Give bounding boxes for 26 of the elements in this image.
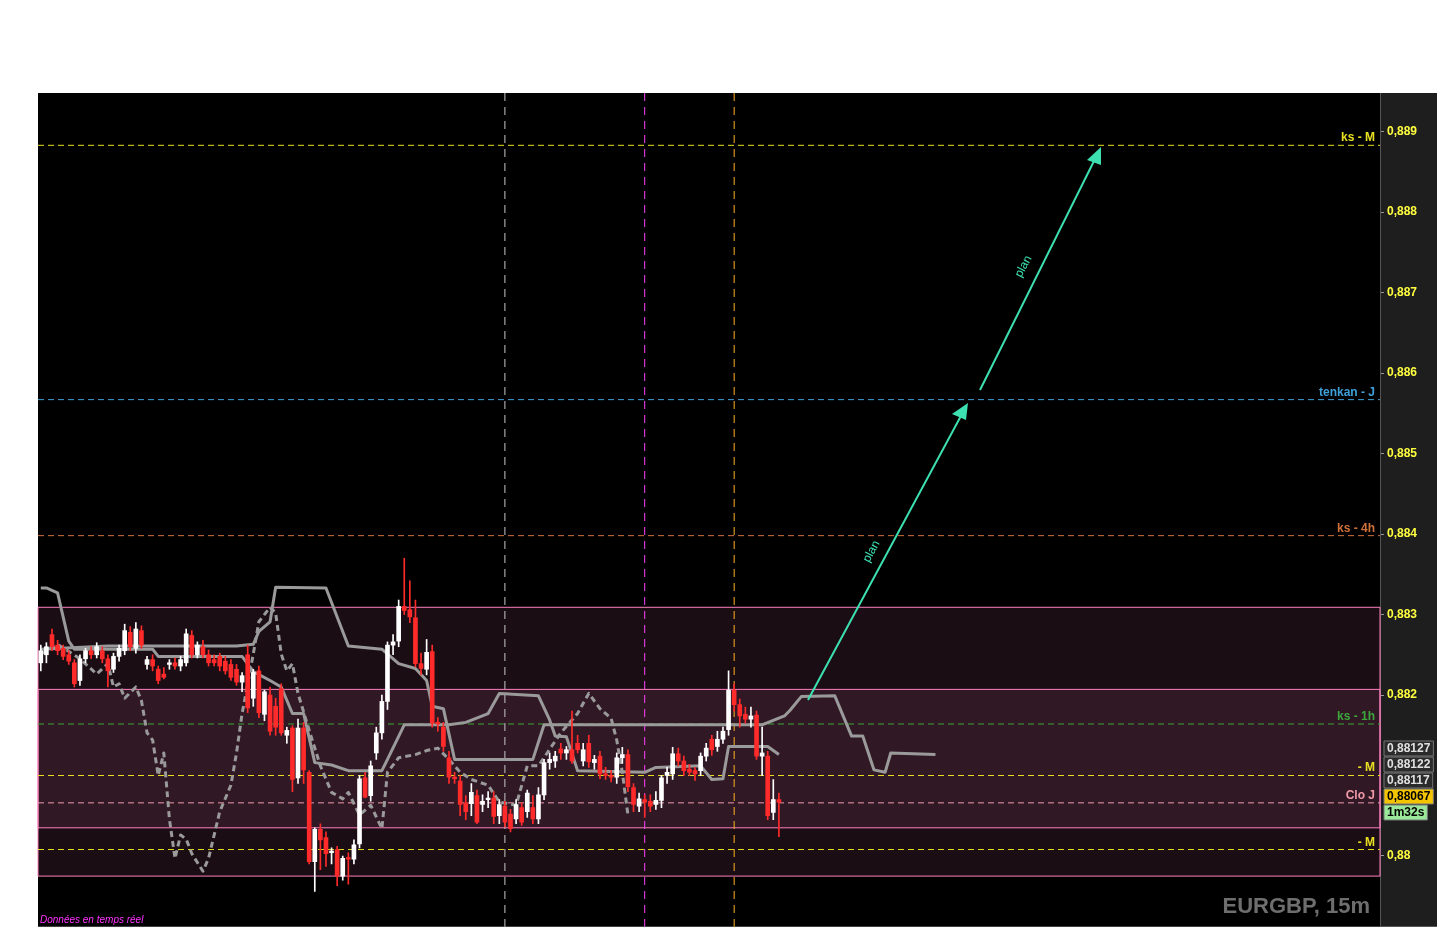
text: 0,88127: [1387, 741, 1431, 756]
text: 0,88122: [1387, 757, 1431, 772]
text: 0,88117: [1387, 773, 1431, 788]
y-tick-label: 0,889: [1387, 123, 1418, 138]
ref-line-label: ks - 1h: [1336, 708, 1375, 723]
y-tick-label: 0,888: [1387, 204, 1418, 219]
ref-line-label: ks - 4h: [1336, 520, 1375, 535]
annotation: Données en temps réel: [40, 913, 145, 925]
y-tick-label: 0,882: [1387, 687, 1418, 702]
ref-line-label: Clo J: [1345, 787, 1375, 802]
y-tick-label: 0,886: [1387, 365, 1418, 380]
y-tick-label: 0,885: [1387, 445, 1418, 460]
annotation: plan: [859, 537, 883, 565]
ref-line-label: ks - M: [1340, 130, 1375, 145]
candlestick: [558, 742, 564, 760]
y-tick-label: 0,883: [1387, 606, 1418, 621]
y-tick-label: 0,88: [1387, 848, 1411, 863]
y-tick-label: 0,884: [1387, 526, 1418, 541]
y-tick-label: 0,887: [1387, 284, 1418, 299]
ref-line-label: - M: [1357, 760, 1375, 775]
ref-line-label: tenkan - J: [1318, 384, 1375, 399]
text: 1m32s: [1387, 805, 1425, 820]
text: EURGBP, 15m: [1222, 892, 1370, 918]
annotation: plan: [1011, 252, 1035, 280]
ref-line-label: - M: [1357, 834, 1375, 849]
text: 0,88067: [1387, 789, 1431, 804]
